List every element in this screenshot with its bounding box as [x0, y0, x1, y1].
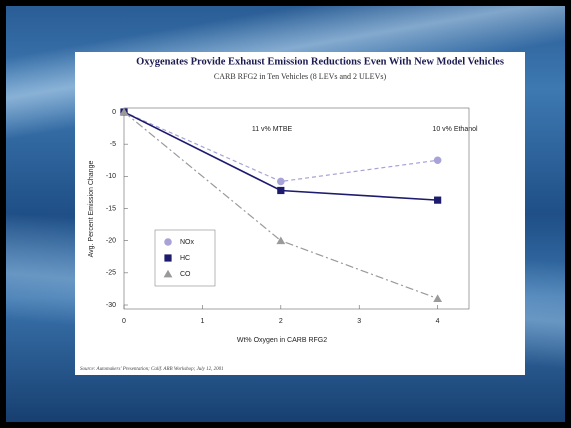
- marker: [433, 294, 443, 302]
- chart-title: Oxygenates Provide Exhaust Emission Redu…: [136, 56, 504, 67]
- legend-marker: [163, 269, 173, 278]
- x-tick-label: 1: [200, 318, 204, 325]
- y-tick-label: -30: [106, 302, 116, 309]
- x-tick-label: 3: [357, 318, 361, 325]
- source-note: Source: Automakers' Presentation; Calif.…: [80, 367, 224, 372]
- y-tick-label: 0: [112, 109, 116, 116]
- slide-panel: [75, 52, 525, 375]
- x-axis-label: Wt% Oxygen in CARB RFG2: [237, 337, 327, 344]
- marker: [276, 236, 286, 245]
- series-line: [123, 111, 438, 300]
- legend-label: CO: [180, 271, 191, 278]
- marker: [277, 186, 285, 195]
- marker: [434, 196, 442, 204]
- y-tick-label: -10: [106, 173, 116, 180]
- legend-marker: [164, 238, 172, 246]
- x-tick-label: 4: [436, 318, 440, 325]
- legend-marker: [164, 254, 172, 262]
- marker: [119, 107, 129, 116]
- marker: [277, 177, 285, 186]
- y-tick-label: -25: [106, 270, 116, 277]
- y-axis-label: Avg. Percent Emission Change: [88, 161, 95, 258]
- x-tick-label: 0: [122, 318, 126, 325]
- x-tick-label: 2: [279, 318, 283, 325]
- y-tick-label: -20: [106, 238, 116, 245]
- annotation: 10 v% Ethanol: [432, 126, 478, 133]
- chart-subtitle: CARB RFG2 in Ten Vehicles (8 LEVs and 2 …: [214, 72, 387, 81]
- marker: [433, 156, 442, 165]
- y-tick-label: -5: [110, 141, 116, 148]
- legend-label: HC: [180, 255, 190, 262]
- y-tick-label: -15: [106, 205, 116, 212]
- legend-label: NOx: [180, 239, 195, 246]
- annotation: 11 v% MTBE: [252, 126, 293, 133]
